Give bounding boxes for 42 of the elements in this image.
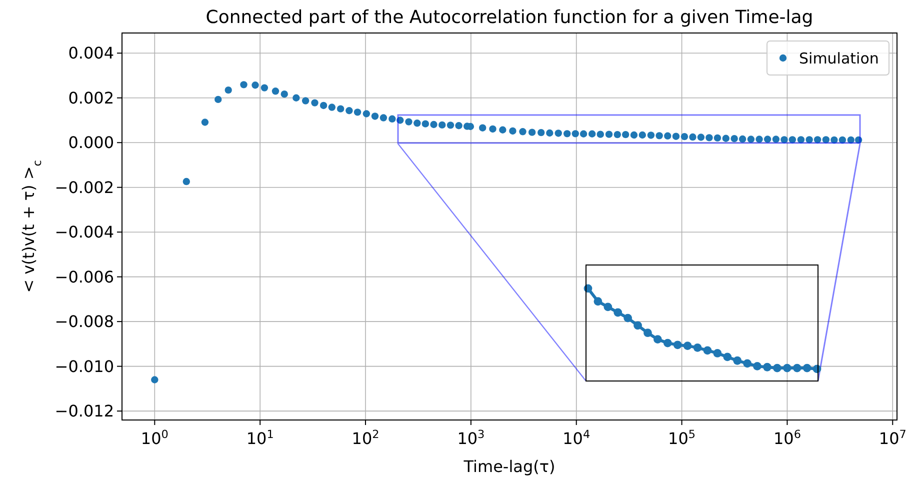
point xyxy=(614,308,622,317)
y-tick-label: 0.000 xyxy=(68,133,114,152)
x-tick-label: 10$^{2}$ xyxy=(352,428,380,448)
point xyxy=(713,349,722,358)
x-tick-label: 10$^{0}$ xyxy=(140,428,168,448)
point xyxy=(663,338,672,348)
x-tick-label: 10$^{6}$ xyxy=(773,428,801,448)
point xyxy=(733,356,742,365)
y-tick-label: −0.004 xyxy=(54,222,114,242)
y-tick-label: 0.004 xyxy=(68,44,114,63)
x-tick-label: 10$^{3}$ xyxy=(457,428,485,448)
y-tick-label: 0.002 xyxy=(68,88,114,108)
point xyxy=(673,340,682,350)
point xyxy=(693,343,702,352)
point xyxy=(653,335,662,344)
x-tick-label: 10$^{5}$ xyxy=(668,428,696,448)
point xyxy=(753,362,762,370)
point xyxy=(723,352,732,362)
y-tick-label: −0.012 xyxy=(54,402,114,421)
y-tick-label: −0.006 xyxy=(54,267,114,286)
y-tick-label: −0.002 xyxy=(54,178,114,197)
point xyxy=(644,328,652,338)
point xyxy=(683,342,692,350)
x-axis-title: Time-lag(τ) xyxy=(462,457,556,476)
point xyxy=(624,314,632,322)
point xyxy=(703,346,712,355)
point xyxy=(763,362,772,372)
y-tick-label: −0.008 xyxy=(54,312,114,332)
x-tick-label: 10$^{7}$ xyxy=(878,428,906,448)
point xyxy=(634,321,642,330)
point xyxy=(743,359,752,368)
chart-title: Connected part of the Autocorrelation function for a given Time-lag xyxy=(206,7,814,28)
y-tick-label: −0.010 xyxy=(54,356,114,376)
point xyxy=(594,297,602,306)
point xyxy=(604,302,612,312)
x-tick-label: 10$^{1}$ xyxy=(246,428,274,448)
point xyxy=(772,364,782,372)
point xyxy=(792,364,802,372)
x-tick-label: 10$^{4}$ xyxy=(562,428,590,448)
point xyxy=(802,364,812,372)
point xyxy=(782,364,792,372)
legend-label: Simulation xyxy=(799,49,879,68)
